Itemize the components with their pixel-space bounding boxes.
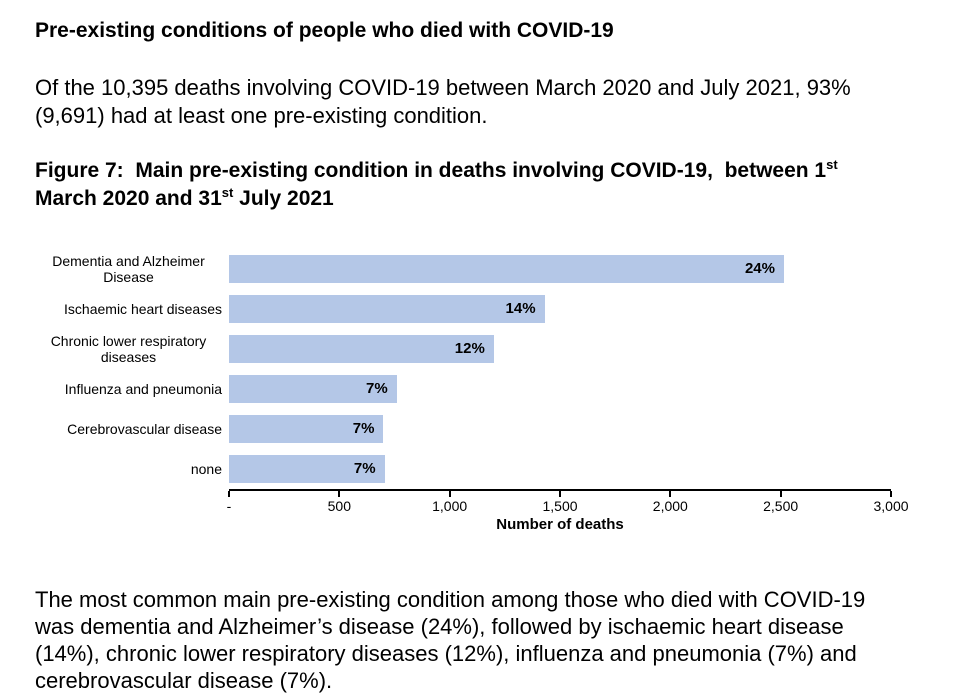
bar: 7% xyxy=(229,455,385,483)
bar-row: Chronic lower respiratory diseases 12% xyxy=(35,333,960,365)
axis-tick-label: 500 xyxy=(327,498,352,514)
bar: 24% xyxy=(229,255,784,283)
bar-value-label: 24% xyxy=(744,260,775,277)
summary-paragraph: The most common main pre-existing condit… xyxy=(35,586,960,694)
bar-track: 12% xyxy=(229,335,891,363)
summary-line-2: was dementia and Alzheimer’s disease (24… xyxy=(35,614,844,639)
caption-superscript: st xyxy=(221,185,234,200)
category-label: Ischaemic heart diseases xyxy=(64,301,222,317)
bar-row: Ischaemic heart diseases 14% xyxy=(35,295,960,323)
bar-row: Dementia and Alzheimer Disease 24% xyxy=(35,253,960,285)
page-title: Pre-existing conditions of people who di… xyxy=(35,19,614,42)
bar-track: 14% xyxy=(229,295,891,323)
figure-caption-line-1: Figure 7: Main pre-existing condition in… xyxy=(35,157,960,185)
axis-tick-label: 2,500 xyxy=(763,498,799,514)
category-label: Cerebrovascular disease xyxy=(67,421,222,437)
axis-tick-label: 1,000 xyxy=(432,498,468,514)
bar-track: 7% xyxy=(229,375,891,403)
category-label: none xyxy=(190,461,222,477)
bar-value-label: 12% xyxy=(454,340,485,357)
x-axis-line xyxy=(228,489,892,498)
summary-line-1: The most common main pre-existing condit… xyxy=(35,587,866,612)
bar: 7% xyxy=(229,415,384,443)
bar-value-label: 14% xyxy=(505,300,536,317)
axis-tick xyxy=(228,491,230,497)
axis-tick-label: 2,000 xyxy=(652,498,688,514)
caption-text: Figure 7: Main pre-existing condition in… xyxy=(35,159,827,182)
bar-row: Cerebrovascular disease 7% xyxy=(35,415,960,443)
summary-line-4: cerebrovascular disease (7%). xyxy=(35,668,333,693)
bar-track: 24% xyxy=(229,255,891,283)
x-axis-tick-labels: - 500 1,000 1,500 2,000 2,500 3,000 xyxy=(226,498,909,515)
category-label: Chronic lower respiratory diseases xyxy=(50,333,207,365)
axis-tick xyxy=(669,491,672,497)
caption-superscript: st xyxy=(826,157,838,172)
bar-track: 7% xyxy=(229,415,891,443)
category-label: Dementia and Alzheimer Disease xyxy=(52,253,205,285)
bar-value-label: 7% xyxy=(353,460,376,477)
figure-caption-line-2: March 2020 and 31st July 2021 xyxy=(35,185,960,213)
bar: 12% xyxy=(229,335,494,363)
summary-line-3: (14%), chronic lower respiratory disease… xyxy=(35,641,857,666)
x-axis-title: Number of deaths xyxy=(496,516,624,533)
intro-paragraph: Of the 10,395 deaths involving COVID-19 … xyxy=(35,74,960,130)
axis-tick xyxy=(448,491,451,497)
intro-line-1: Of the 10,395 deaths involving COVID-19 … xyxy=(35,75,851,100)
axis-tick xyxy=(779,491,782,497)
axis-tick xyxy=(559,491,561,497)
caption-text: July 2021 xyxy=(233,187,334,210)
bar-track: 7% xyxy=(229,455,891,483)
bar-row: Influenza and pneumonia 7% xyxy=(35,375,960,403)
axis-tick-label: - xyxy=(226,498,232,514)
category-label: Influenza and pneumonia xyxy=(64,381,222,397)
bar: 7% xyxy=(229,375,397,403)
bar-row: none 7% xyxy=(35,455,960,483)
bar: 14% xyxy=(229,295,545,323)
axis-tick-label: 3,000 xyxy=(873,498,909,514)
axis-tick xyxy=(338,491,341,497)
bar-value-label: 7% xyxy=(366,380,388,397)
axis-tick-label: 1,500 xyxy=(542,498,578,514)
bar-chart: Dementia and Alzheimer Disease 24% Ischaem… xyxy=(35,251,960,533)
bar-rows: Dementia and Alzheimer Disease 24% Ischaem… xyxy=(35,251,960,483)
bar-value-label: 7% xyxy=(352,420,375,437)
intro-line-2: (9,691) had at least one pre-existing co… xyxy=(35,103,488,128)
axis-tick xyxy=(890,491,892,497)
figure-caption: Figure 7: Main pre-existing condition in… xyxy=(35,157,960,213)
caption-text: March 2020 and 31 xyxy=(35,187,222,210)
